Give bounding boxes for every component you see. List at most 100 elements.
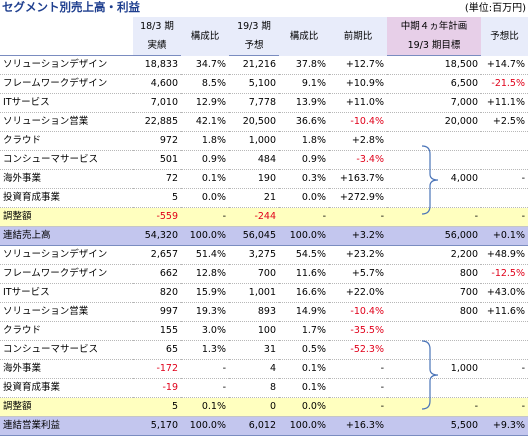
header-plan-line1: 中期４ヵ年計画 [387,17,481,36]
cell-v7: +14.7% [481,55,528,75]
header-blank [0,17,133,36]
cell-v3: 20,500 [229,112,279,132]
cell-v4: 37.8% [279,55,329,75]
cell-v6 [387,378,481,398]
cell-v4: - [279,207,329,227]
cell-v6 [387,188,481,208]
cell-v6: 6,500 [387,74,481,94]
table-row: ITサービス 7,010 12.9% 7,778 13.9% +11.0% 7,000 +11… [0,93,528,113]
cell-v1: 972 [133,131,181,151]
cell-v4: 0.1% [279,378,329,398]
cell-v5: -35.5% [329,321,387,341]
cell-v1: 5 [133,188,181,208]
table-row: ソリューションデザイン 2,657 51.4% 3,275 54.5% +23.2% 2,2… [0,245,528,265]
cell-v4: 11.6% [279,264,329,284]
row-label: クラウド [0,131,133,151]
header-fy19-forecast: 予想 [229,36,279,56]
table-row: 投資育成事業 5 0.0% 21 0.0% +272.9% [0,188,528,208]
row-label: ソリューション営業 [0,302,133,322]
cell-v5: +5.7% [329,264,387,284]
cell-v7: +11.6% [481,302,528,322]
total-row: 連結売上高 54,320 100.0% 56,045 100.0% +3.2% 56,000… [0,226,528,246]
cell-v5: +10.9% [329,74,387,94]
table-row: ITサービス 820 15.9% 1,001 16.6% +22.0% 700 +43.0% [0,283,528,303]
cell-v2: - [181,207,229,227]
cell-v1: 501 [133,150,181,170]
cell-v1: 54,320 [133,226,181,246]
cell-v3: 190 [229,169,279,189]
cell-v4: 16.6% [279,283,329,303]
cell-v1: 72 [133,169,181,189]
cell-v5: - [329,378,387,398]
cell-v4: 1.7% [279,321,329,341]
cell-v2: 100.0% [181,416,229,436]
cell-v4: 100.0% [279,416,329,436]
cell-v5: +23.2% [329,245,387,265]
profit-group-brace [420,339,440,411]
row-label: フレームワークデザイン [0,264,133,284]
row-label: 連結営業利益 [0,416,133,436]
row-label: ITサービス [0,283,133,303]
cell-v6 [387,321,481,341]
row-label: コンシューマサービス [0,340,133,360]
cell-v3: 8 [229,378,279,398]
cell-v5: -10.4% [329,302,387,322]
cell-v2: 0.1% [181,169,229,189]
header-fy18-year: 18/3 期 [133,17,181,36]
cell-v2: 51.4% [181,245,229,265]
table-row: クラウド 972 1.8% 1,000 1.8% +2.8% [0,131,528,151]
row-label: ITサービス [0,93,133,113]
cell-v1: 820 [133,283,181,303]
cell-v3: 484 [229,150,279,170]
row-label: 海外事業 [0,169,133,189]
cell-v7: -12.5% [481,264,528,284]
header-plan-line2: 19/3 期目標 [387,36,481,56]
cell-v4: 54.5% [279,245,329,265]
cell-v2: 0.1% [181,397,229,417]
cell-v5: +272.9% [329,188,387,208]
cell-v3: 4 [229,359,279,379]
table-row: ソリューションデザイン 18,833 34.7% 21,216 37.8% +12.7% 1… [0,55,528,75]
adjustment-row: 調整額 -559- -244- - - - [0,207,528,227]
cell-v5: - [329,207,387,227]
cell-v4: 14.9% [279,302,329,322]
cell-v3: 3,275 [229,245,279,265]
cell-v1: 2,657 [133,245,181,265]
cell-v1: 18,833 [133,55,181,75]
cell-v4: 9.1% [279,74,329,94]
cell-v5: +16.3% [329,416,387,436]
cell-v4: 36.6% [279,112,329,132]
cell-v6: 1,000 [387,359,481,379]
cell-v1: 5,170 [133,416,181,436]
row-label: コンシューマサービス [0,150,133,170]
cell-v3: 1,001 [229,283,279,303]
cell-v4: 13.9% [279,93,329,113]
row-label: 投資育成事業 [0,188,133,208]
cell-v2: 15.9% [181,283,229,303]
cell-v5: +163.7% [329,169,387,189]
cell-v3: 7,778 [229,93,279,113]
cell-v6 [387,340,481,360]
row-label: 調整額 [0,207,133,227]
row-label: フレームワークデザイン [0,74,133,94]
cell-v7: +2.5% [481,112,528,132]
cell-v7: +43.0% [481,283,528,303]
header-ratio-18: 構成比 [181,17,229,56]
cell-v2: 19.3% [181,302,229,322]
row-label: 連結売上高 [0,226,133,246]
cell-v7: +9.3% [481,416,528,436]
cell-v4: 0.0% [279,188,329,208]
cell-v5: +12.7% [329,55,387,75]
row-label: ソリューション営業 [0,112,133,132]
cell-v6: 7,000 [387,93,481,113]
cell-v7: - [481,397,528,417]
cell-v7 [481,188,528,208]
cell-v1: 5 [133,397,181,417]
cell-v1: 662 [133,264,181,284]
cell-v4: 0.0% [279,397,329,417]
cell-v2: 1.8% [181,131,229,151]
cell-v7 [481,131,528,151]
cell-v2: 12.8% [181,264,229,284]
table-row: コンシューマサービス 65 1.3% 31 0.5% -52.3% [0,340,528,360]
row-label: ソリューションデザイン [0,55,133,75]
